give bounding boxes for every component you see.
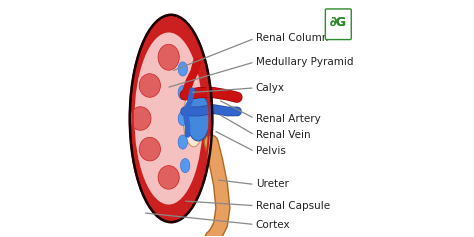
- Text: Medullary Pyramid: Medullary Pyramid: [256, 57, 353, 67]
- Ellipse shape: [130, 107, 151, 130]
- Ellipse shape: [158, 44, 179, 70]
- Text: Cortex: Cortex: [256, 219, 291, 229]
- Text: Pelvis: Pelvis: [256, 146, 286, 156]
- Text: Renal Column: Renal Column: [256, 33, 328, 43]
- Ellipse shape: [178, 62, 188, 76]
- FancyBboxPatch shape: [325, 9, 351, 40]
- Ellipse shape: [139, 74, 160, 97]
- Text: Renal Artery: Renal Artery: [256, 114, 320, 123]
- Text: Renal Vein: Renal Vein: [256, 130, 310, 140]
- Text: Calyx: Calyx: [256, 83, 285, 93]
- Ellipse shape: [183, 90, 204, 147]
- Ellipse shape: [130, 15, 212, 222]
- Ellipse shape: [158, 166, 179, 189]
- Text: ∂G: ∂G: [330, 15, 347, 28]
- Text: Ureter: Ureter: [256, 179, 289, 189]
- Text: ∂G: ∂G: [330, 15, 347, 28]
- Ellipse shape: [181, 159, 190, 173]
- Text: Renal Capsule: Renal Capsule: [256, 201, 330, 211]
- Ellipse shape: [178, 135, 188, 149]
- Ellipse shape: [135, 32, 203, 205]
- Ellipse shape: [186, 94, 210, 141]
- Ellipse shape: [178, 111, 188, 126]
- Ellipse shape: [139, 137, 160, 161]
- Ellipse shape: [178, 86, 188, 100]
